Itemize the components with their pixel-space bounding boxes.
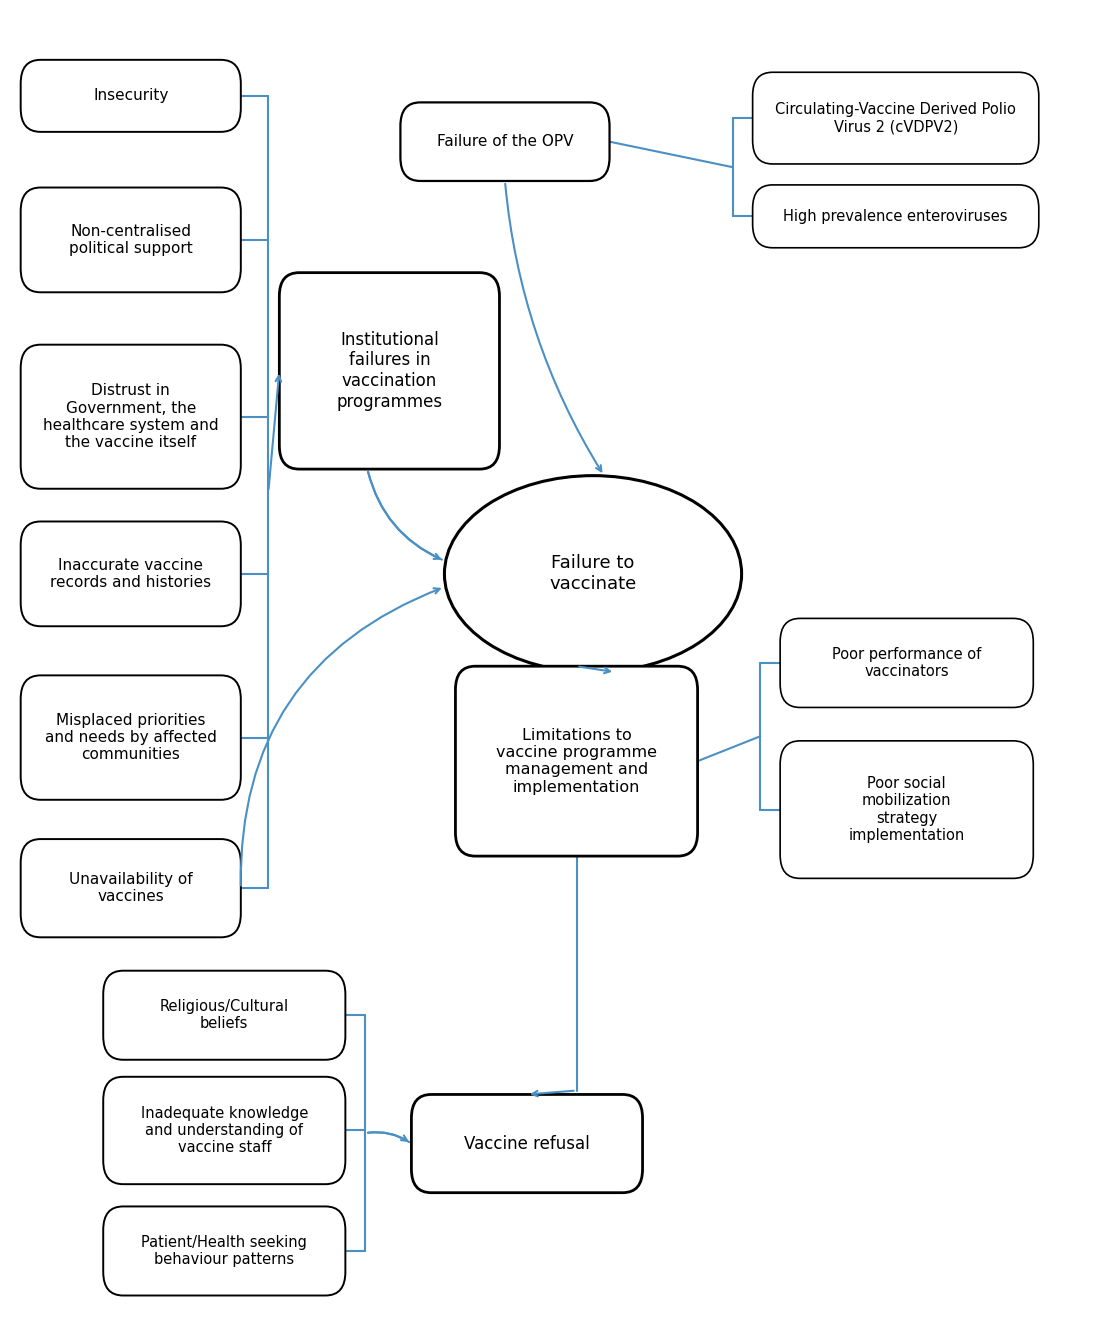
FancyBboxPatch shape: [21, 675, 241, 800]
Text: Inaccurate vaccine
records and histories: Inaccurate vaccine records and histories: [50, 558, 212, 590]
Text: High prevalence enteroviruses: High prevalence enteroviruses: [783, 208, 1008, 224]
Text: Inadequate knowledge
and understanding of
vaccine staff: Inadequate knowledge and understanding o…: [141, 1106, 308, 1156]
Text: Circulating-Vaccine Derived Polio
Virus 2 (cVDPV2): Circulating-Vaccine Derived Polio Virus …: [775, 101, 1016, 134]
Text: Religious/Cultural
beliefs: Religious/Cultural beliefs: [160, 999, 288, 1032]
FancyBboxPatch shape: [103, 1077, 345, 1184]
Text: Distrust in
Government, the
healthcare system and
the vaccine itself: Distrust in Government, the healthcare s…: [43, 384, 218, 451]
FancyBboxPatch shape: [21, 522, 241, 626]
Text: Failure of the OPV: Failure of the OPV: [437, 134, 573, 149]
Text: Patient/Health seeking
behaviour patterns: Patient/Health seeking behaviour pattern…: [141, 1235, 307, 1267]
Ellipse shape: [445, 476, 742, 672]
FancyBboxPatch shape: [411, 1094, 642, 1193]
Text: Failure to
vaccinate: Failure to vaccinate: [549, 555, 637, 593]
FancyBboxPatch shape: [103, 1206, 345, 1296]
Text: Vaccine refusal: Vaccine refusal: [464, 1135, 590, 1152]
FancyBboxPatch shape: [21, 840, 241, 937]
FancyBboxPatch shape: [21, 345, 241, 489]
Text: Institutional
failures in
vaccination
programmes: Institutional failures in vaccination pr…: [336, 331, 442, 411]
FancyBboxPatch shape: [780, 741, 1034, 878]
FancyBboxPatch shape: [753, 185, 1039, 248]
FancyBboxPatch shape: [279, 273, 499, 469]
FancyBboxPatch shape: [400, 103, 610, 181]
FancyBboxPatch shape: [103, 970, 345, 1060]
Text: Unavailability of
vaccines: Unavailability of vaccines: [69, 873, 193, 904]
FancyBboxPatch shape: [456, 666, 698, 857]
Text: Insecurity: Insecurity: [93, 88, 169, 103]
FancyBboxPatch shape: [21, 59, 241, 132]
Text: Misplaced priorities
and needs by affected
communities: Misplaced priorities and needs by affect…: [44, 713, 216, 763]
Text: Poor performance of
vaccinators: Poor performance of vaccinators: [832, 647, 981, 679]
FancyBboxPatch shape: [753, 72, 1039, 163]
FancyBboxPatch shape: [21, 187, 241, 293]
Text: Limitations to
vaccine programme
management and
implementation: Limitations to vaccine programme managem…: [496, 728, 657, 795]
Text: Non-centralised
political support: Non-centralised political support: [69, 224, 193, 256]
Text: Poor social
mobilization
strategy
implementation: Poor social mobilization strategy implem…: [848, 776, 965, 844]
FancyBboxPatch shape: [780, 618, 1034, 708]
